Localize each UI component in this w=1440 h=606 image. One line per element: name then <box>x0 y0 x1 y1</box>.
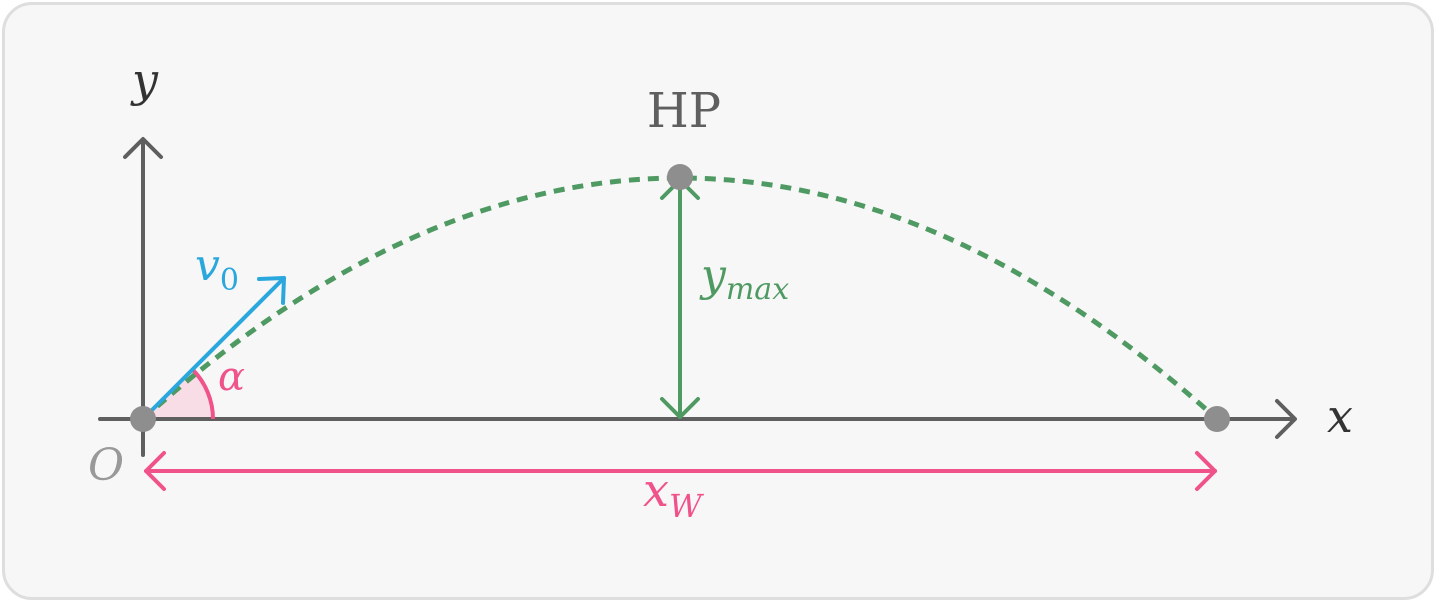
velocity-label-sub: 0 <box>220 263 239 298</box>
origin-point <box>130 406 156 432</box>
ymax-arrow <box>660 178 700 419</box>
ymax-label-sub: max <box>726 272 789 307</box>
ymax-label-base: y <box>699 250 727 301</box>
angle-label: α <box>218 354 245 400</box>
x-axis-label: x <box>1327 389 1353 443</box>
range-label-sub: W <box>669 487 705 525</box>
origin-label: O <box>88 440 124 491</box>
range-label-base: x <box>643 463 669 517</box>
velocity-label: v0 <box>195 240 239 298</box>
highest-point <box>667 164 693 190</box>
angle-arc <box>191 368 215 420</box>
y-axis-arrowhead <box>123 137 163 159</box>
ymax-label: ymax <box>699 250 789 307</box>
range-arrow <box>144 451 1217 491</box>
landing-point <box>1204 406 1230 432</box>
y-axis-label: y <box>130 53 159 107</box>
trajectory-curve <box>141 175 1219 421</box>
x-axis-arrowhead <box>1275 399 1297 439</box>
velocity-label-base: v <box>195 240 220 291</box>
axes <box>98 137 1297 457</box>
range-label: xW <box>643 463 705 525</box>
velocity-vector <box>141 276 286 421</box>
highest-point-label: HP <box>647 83 721 139</box>
